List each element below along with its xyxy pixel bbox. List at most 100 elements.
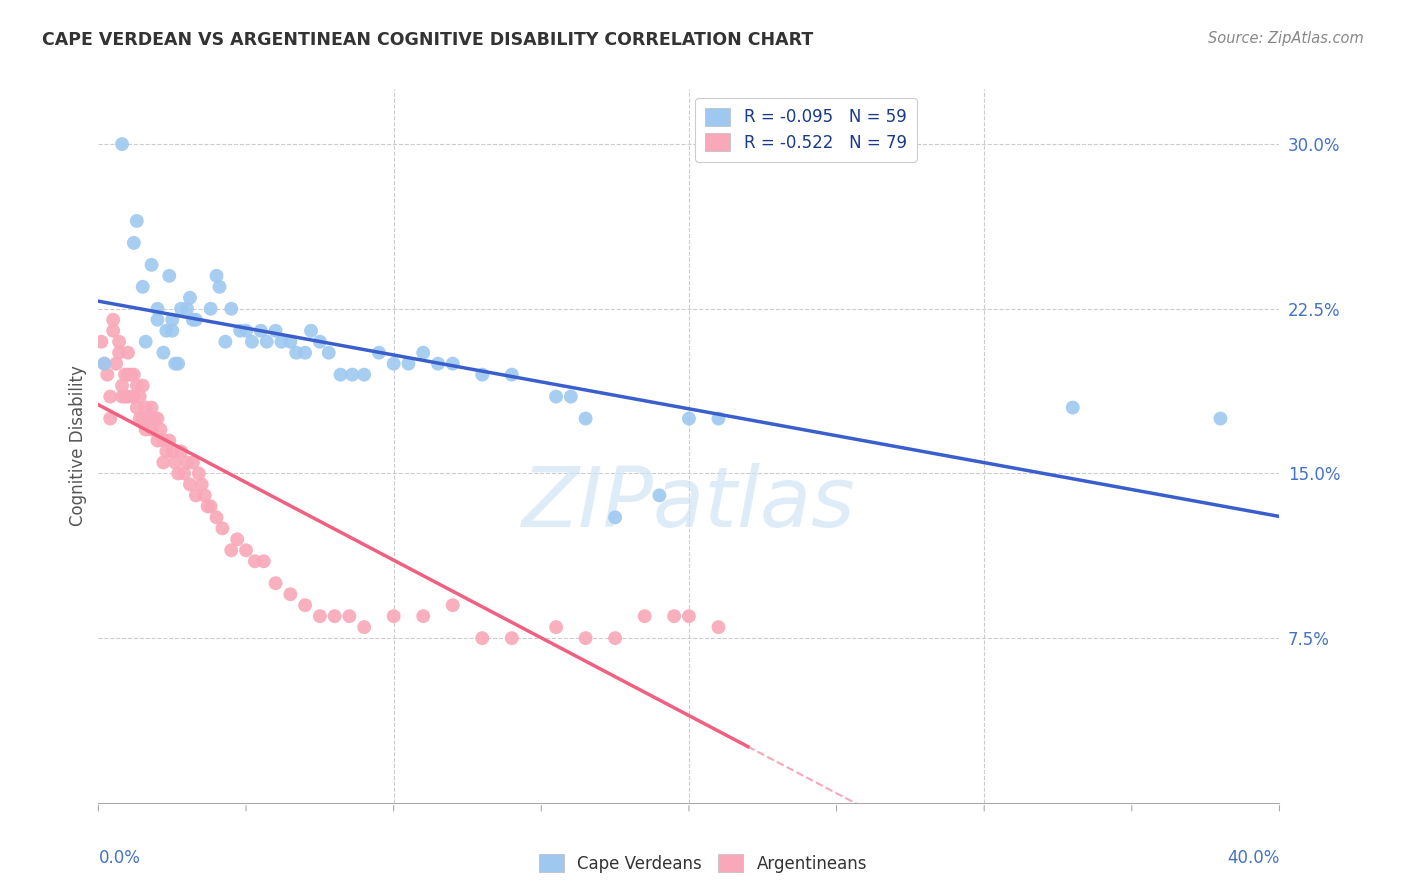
Point bbox=[278, 334, 302, 349]
Point bbox=[120, 368, 142, 382]
Point bbox=[501, 368, 523, 382]
Point bbox=[200, 500, 222, 514]
Point bbox=[211, 521, 233, 535]
Point bbox=[243, 554, 266, 568]
Point bbox=[707, 411, 730, 425]
Point bbox=[170, 301, 193, 316]
Point bbox=[157, 434, 180, 448]
Point bbox=[114, 390, 136, 404]
Point bbox=[299, 324, 322, 338]
Point bbox=[128, 390, 150, 404]
Point bbox=[155, 324, 177, 338]
Point bbox=[114, 368, 136, 382]
Point bbox=[162, 444, 183, 458]
Point bbox=[546, 390, 568, 404]
Point bbox=[648, 488, 671, 502]
Point bbox=[165, 455, 187, 469]
Point bbox=[132, 378, 155, 392]
Point bbox=[111, 390, 134, 404]
Point bbox=[205, 268, 228, 283]
Point bbox=[184, 488, 207, 502]
Point bbox=[235, 543, 257, 558]
Point bbox=[294, 598, 316, 612]
Point bbox=[93, 357, 115, 371]
Legend: Cape Verdeans, Argentineans: Cape Verdeans, Argentineans bbox=[531, 847, 875, 880]
Point bbox=[240, 334, 263, 349]
Point bbox=[574, 411, 596, 425]
Point bbox=[208, 280, 231, 294]
Point bbox=[270, 334, 292, 349]
Point bbox=[278, 587, 302, 601]
Point bbox=[574, 631, 596, 645]
Point bbox=[1209, 411, 1232, 425]
Point bbox=[132, 411, 155, 425]
Point bbox=[93, 357, 115, 371]
Point bbox=[125, 214, 148, 228]
Point bbox=[90, 334, 112, 349]
Point bbox=[253, 554, 276, 568]
Point bbox=[146, 434, 169, 448]
Point bbox=[105, 357, 128, 371]
Point bbox=[103, 312, 125, 326]
Point bbox=[441, 598, 464, 612]
Point bbox=[191, 477, 214, 491]
Point bbox=[285, 345, 308, 359]
Point bbox=[329, 368, 352, 382]
Point bbox=[125, 401, 148, 415]
Point bbox=[382, 609, 405, 624]
Point bbox=[103, 324, 125, 338]
Point bbox=[179, 291, 201, 305]
Point bbox=[205, 510, 228, 524]
Point bbox=[146, 411, 169, 425]
Point bbox=[138, 411, 160, 425]
Point bbox=[256, 334, 278, 349]
Point bbox=[117, 345, 139, 359]
Text: ZIPatlas: ZIPatlas bbox=[522, 463, 856, 543]
Point bbox=[342, 368, 364, 382]
Point bbox=[187, 467, 209, 481]
Point bbox=[368, 345, 391, 359]
Point bbox=[184, 312, 207, 326]
Point bbox=[117, 368, 139, 382]
Point bbox=[412, 345, 434, 359]
Point bbox=[152, 434, 174, 448]
Point bbox=[264, 324, 287, 338]
Point bbox=[396, 357, 419, 371]
Point bbox=[135, 334, 157, 349]
Point bbox=[176, 301, 198, 316]
Point bbox=[122, 390, 145, 404]
Point bbox=[264, 576, 287, 591]
Point bbox=[200, 301, 222, 316]
Point bbox=[141, 401, 163, 415]
Point bbox=[309, 334, 332, 349]
Y-axis label: Cognitive Disability: Cognitive Disability bbox=[69, 366, 87, 526]
Point bbox=[339, 609, 360, 624]
Point bbox=[633, 609, 655, 624]
Point bbox=[678, 411, 700, 425]
Point bbox=[323, 609, 346, 624]
Point bbox=[427, 357, 450, 371]
Point bbox=[117, 390, 139, 404]
Point bbox=[128, 411, 150, 425]
Point bbox=[143, 411, 166, 425]
Point bbox=[167, 467, 190, 481]
Text: 0.0%: 0.0% bbox=[98, 849, 141, 867]
Point bbox=[98, 411, 121, 425]
Point bbox=[226, 533, 249, 547]
Point bbox=[141, 423, 163, 437]
Point bbox=[152, 345, 174, 359]
Point bbox=[471, 631, 494, 645]
Point bbox=[318, 345, 340, 359]
Point bbox=[219, 543, 242, 558]
Point bbox=[194, 488, 217, 502]
Point bbox=[108, 334, 131, 349]
Point bbox=[162, 324, 183, 338]
Point bbox=[141, 258, 163, 272]
Point bbox=[170, 444, 193, 458]
Point bbox=[678, 609, 700, 624]
Point bbox=[173, 467, 195, 481]
Point bbox=[111, 137, 134, 152]
Point bbox=[250, 324, 273, 338]
Point bbox=[155, 444, 177, 458]
Point bbox=[157, 268, 180, 283]
